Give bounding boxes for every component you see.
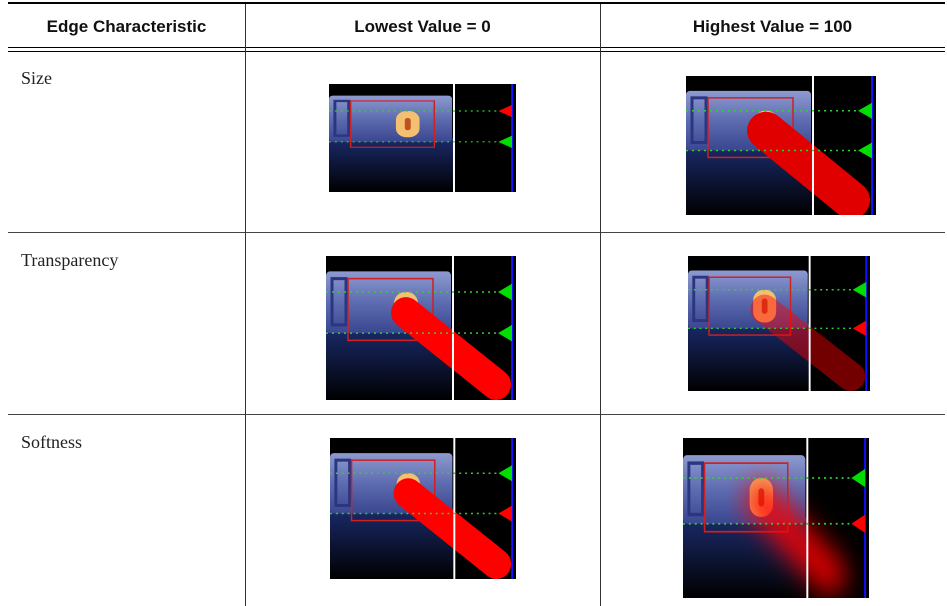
- header-cell: Highest Value = 100: [692, 17, 853, 36]
- row-rule: [8, 414, 945, 415]
- header-cell: Edge Characteristic: [46, 17, 207, 36]
- preview-image: [688, 256, 870, 391]
- header-rule: [8, 47, 945, 48]
- header-cell: Lowest Value = 0: [354, 17, 491, 36]
- row-label: Softness: [21, 432, 83, 452]
- table-top-rule: [8, 2, 945, 4]
- preview-image: [683, 438, 869, 598]
- row-rule: [8, 232, 945, 233]
- header-rule: [8, 51, 945, 52]
- preview-image: [330, 438, 516, 579]
- row-label: Transparency: [21, 250, 119, 270]
- preview-image: [326, 256, 516, 400]
- column-rule: [245, 4, 246, 606]
- preview-image: [329, 84, 516, 192]
- row-label: Size: [21, 68, 52, 88]
- column-rule: [600, 4, 601, 606]
- preview-image: [686, 76, 876, 215]
